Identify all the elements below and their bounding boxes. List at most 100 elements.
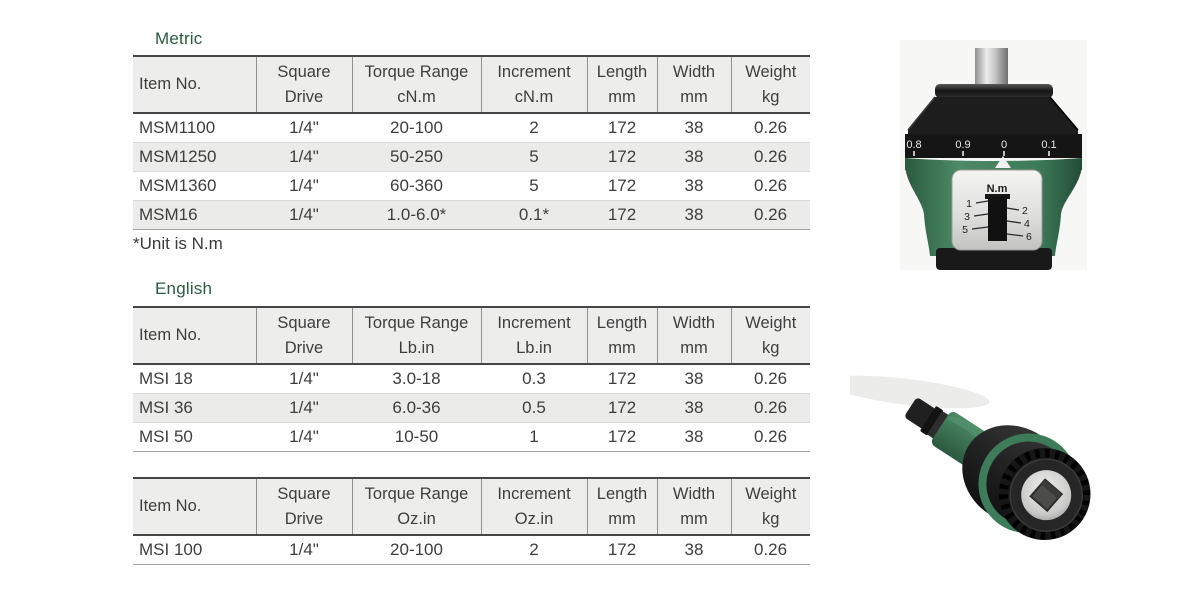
- svg-text:0.9: 0.9: [955, 139, 970, 151]
- column-header: Increment Lb.in: [480, 306, 587, 365]
- table-cell: 1: [481, 422, 587, 452]
- column-header: Item No.: [133, 477, 256, 536]
- table-cell: 2: [481, 535, 587, 565]
- column-header: Weight kg: [730, 477, 810, 536]
- window-scale-ticks: [971, 200, 1024, 237]
- window-unit-label: N.m: [987, 183, 1008, 195]
- table-row: MSI 18 1/4" 3.0-18 0.3 172 38 0.26: [133, 364, 810, 394]
- table-row: MSM1360 1/4" 60-360 5 172 38 0.26: [133, 171, 810, 201]
- table-row: MSI 36 1/4" 6.0-36 0.5 172 38 0.26: [133, 393, 810, 423]
- table-cell: 1/4": [256, 393, 352, 423]
- metric-section-heading: Metric: [155, 29, 203, 48]
- table-cell: 6.0-36: [352, 393, 481, 423]
- table-cell: 60-360: [352, 171, 481, 201]
- table-cell: 1/4": [256, 535, 352, 565]
- handle-top: [936, 248, 1052, 270]
- table-cell: 1/4": [256, 142, 352, 172]
- table-cell: 2: [481, 113, 587, 143]
- table-cell: 172: [587, 364, 657, 394]
- table-cell: 172: [587, 200, 657, 230]
- table-cell: 0.26: [731, 171, 810, 201]
- table-cell: 38: [657, 393, 731, 423]
- column-header: Increment Oz.in: [480, 477, 587, 536]
- photo-shadow: [850, 375, 990, 409]
- column-header: Item No.: [133, 306, 256, 365]
- hex-cap: [908, 97, 1078, 134]
- table-cell: 0.26: [731, 142, 810, 172]
- table-cell: 172: [587, 535, 657, 565]
- table-row: MSM1100 1/4" 20-100 2 172 38 0.26: [133, 113, 810, 143]
- dial-scale-band: [905, 134, 1082, 158]
- product-photo-handle: [850, 375, 1091, 541]
- column-header: Square Drive: [255, 306, 352, 365]
- index-pointer: [995, 156, 1011, 168]
- table-cell: 172: [587, 142, 657, 172]
- table-cell: MSM1360: [133, 171, 256, 201]
- table-cell: MSM16: [133, 200, 256, 230]
- metric-spec-table: Item No. Square Drive Torque Range cN.m Incre…: [133, 55, 810, 230]
- table-cell: 1/4": [256, 113, 352, 143]
- table-cell: 38: [657, 422, 731, 452]
- table-cell: 38: [657, 113, 731, 143]
- collar-ring: [935, 84, 1053, 98]
- unit-footnote: *Unit is N.m: [133, 234, 223, 253]
- column-header: Width mm: [656, 55, 731, 114]
- svg-text:4: 4: [1024, 218, 1030, 230]
- table-cell: 0.26: [731, 364, 810, 394]
- column-header: Torque Range Oz.in: [351, 477, 481, 536]
- english-section-heading: English: [155, 279, 213, 298]
- table-cell: 172: [587, 171, 657, 201]
- table-cell: 172: [587, 113, 657, 143]
- table-cell: 38: [657, 200, 731, 230]
- table-cell: 1/4": [256, 171, 352, 201]
- table-cell: 50-250: [352, 142, 481, 172]
- table-cell: 10-50: [352, 422, 481, 452]
- table-cell: MSI 18: [133, 364, 256, 394]
- table-cell: 1.0-6.0*: [352, 200, 481, 230]
- handle-body: [905, 398, 1091, 541]
- table-cell: MSI 36: [133, 393, 256, 423]
- svg-text:5: 5: [962, 224, 968, 236]
- table-cell: 5: [481, 142, 587, 172]
- header-row: Item No. Square Drive Torque Range Oz.in Incr…: [133, 477, 810, 536]
- table-row: MSI 50 1/4" 10-50 1 172 38 0.26: [133, 422, 810, 452]
- table-cell: MSI 50: [133, 422, 256, 452]
- table-cell: 20-100: [352, 113, 481, 143]
- table-cell: 0.26: [731, 422, 810, 452]
- svg-text:2: 2: [1022, 205, 1028, 217]
- table-cell: 38: [657, 535, 731, 565]
- green-ring: [978, 433, 1078, 533]
- header-row: Item No. Square Drive Torque Range cN.m Incre…: [133, 55, 810, 114]
- column-header: Width mm: [656, 306, 731, 365]
- table-cell: 38: [657, 171, 731, 201]
- window-scale-numbers: 1 3 5 2 4 6: [962, 198, 1032, 243]
- table-cell: 0.3: [481, 364, 587, 394]
- column-header: Width mm: [656, 477, 731, 536]
- svg-text:0.8: 0.8: [906, 139, 921, 151]
- column-header: Torque Range Lb.in: [351, 306, 481, 365]
- table-cell: 172: [587, 393, 657, 423]
- table-cell: 0.26: [731, 535, 810, 565]
- table-cell: 1/4": [256, 200, 352, 230]
- svg-text:0: 0: [1001, 139, 1007, 151]
- table-row: MSM16 1/4" 1.0-6.0* 0.1* 172 38 0.26: [133, 200, 810, 230]
- table-cell: 3.0-18: [352, 364, 481, 394]
- column-header: Length mm: [586, 55, 657, 114]
- column-header: Length mm: [586, 306, 657, 365]
- table-cell: 38: [657, 364, 731, 394]
- table-cell: 0.26: [731, 113, 810, 143]
- header-row: Item No. Square Drive Torque Range Lb.in Incr…: [133, 306, 810, 365]
- table-cell: MSM1250: [133, 142, 256, 172]
- table-cell: 1/4": [256, 364, 352, 394]
- column-header: Square Drive: [255, 55, 352, 114]
- table-row: MSI 100 1/4" 20-100 2 172 38 0.26: [133, 535, 810, 565]
- ounce-spec-table: Item No. Square Drive Torque Range Oz.in Incr…: [133, 477, 810, 565]
- svg-text:3: 3: [964, 211, 970, 223]
- table-cell: 0.26: [731, 393, 810, 423]
- table-cell: MSM1100: [133, 113, 256, 143]
- column-header: Increment cN.m: [480, 55, 587, 114]
- english-spec-table: Item No. Square Drive Torque Range Lb.in Incr…: [133, 306, 810, 452]
- product-photo-screwdriver-head: 0.8 0.9 0 0.1 N.m 1 3 5 2 4 6: [900, 40, 1087, 270]
- table-cell: 172: [587, 422, 657, 452]
